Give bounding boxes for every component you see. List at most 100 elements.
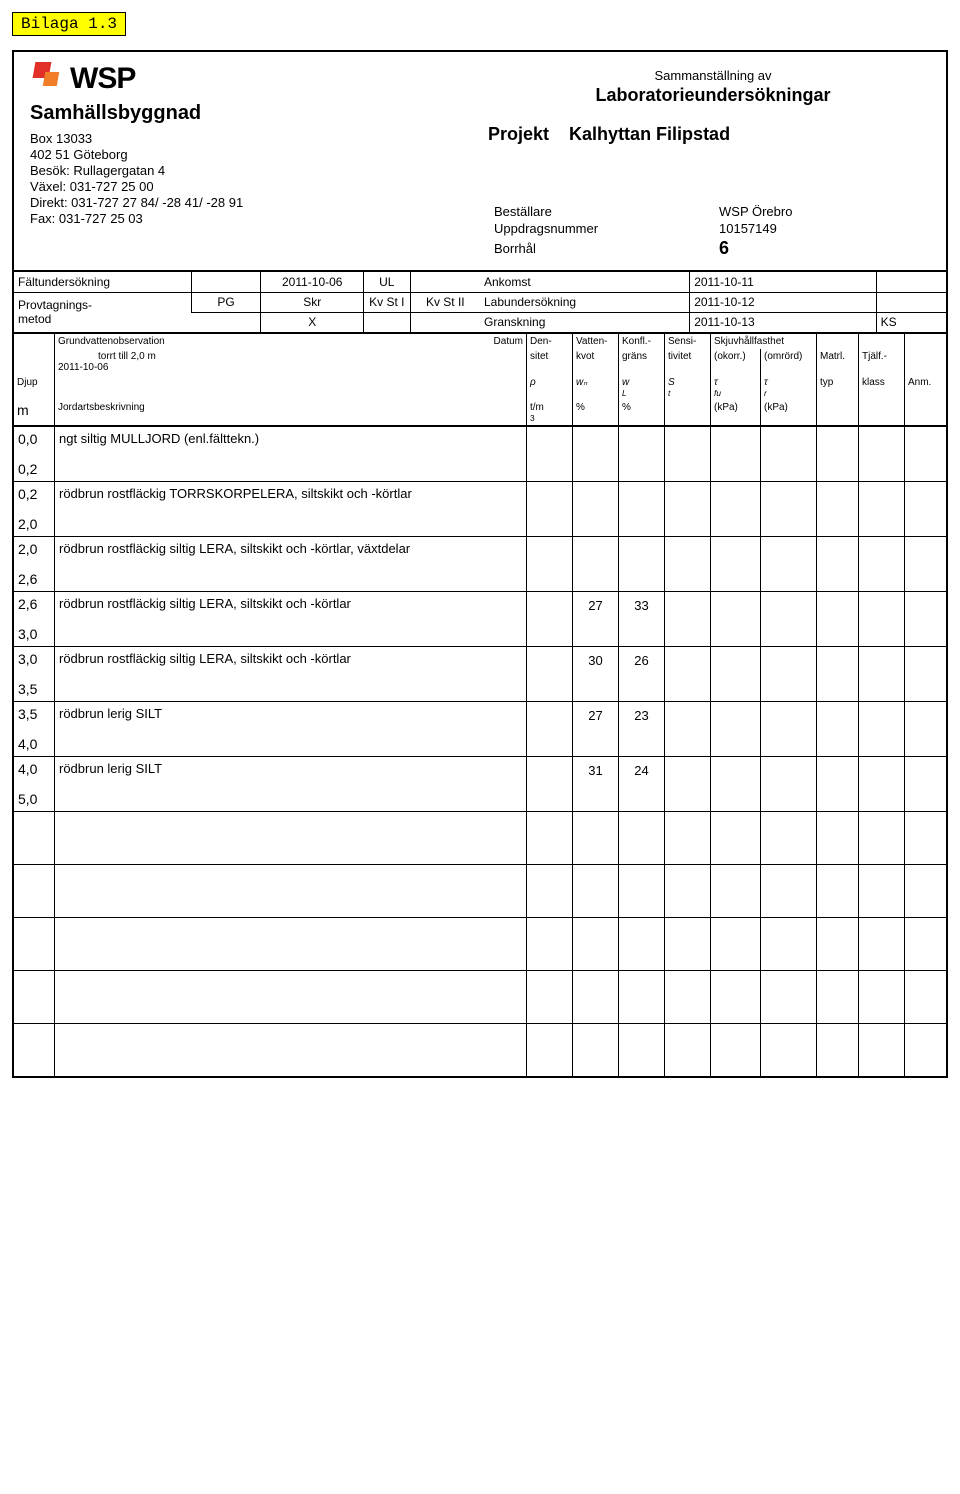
empty-cell [54, 971, 526, 1023]
falt-label: Fältundersökning [14, 272, 191, 292]
tjalf-h: Tjälf.- [858, 349, 904, 375]
kv2-header: Kv St II [410, 292, 480, 312]
falt-code: UL [363, 272, 410, 292]
table-row [14, 917, 946, 970]
empty-cell [526, 812, 572, 864]
gvo-label: Grundvattenobservation [58, 336, 165, 347]
taufu-cell [710, 647, 760, 701]
empty-cell [572, 918, 618, 970]
sens-h2: tivitet [664, 349, 710, 375]
datum-label: Datum [494, 336, 523, 347]
uppdrag-value: 10157149 [713, 220, 938, 237]
taur-cell [760, 427, 816, 481]
empty-cell [760, 971, 816, 1023]
sens-sym: St [664, 375, 710, 400]
vat-h2: kvot [572, 349, 618, 375]
address-box: Box 13033 [30, 131, 472, 146]
taufu-cell [710, 537, 760, 591]
table-row: 3,03,5rödbrun rostfläckig siltig LERA, s… [14, 646, 946, 701]
empty-cell [664, 1024, 710, 1076]
wl-cell [618, 537, 664, 591]
empty-cell [54, 865, 526, 917]
empty-cell [664, 971, 710, 1023]
taur-cell [760, 702, 816, 756]
skr-cell: X [261, 312, 364, 332]
st-cell [664, 482, 710, 536]
desc-cell: rödbrun rostfläckig TORRSKORPELERA, silt… [54, 482, 526, 536]
klass-cell [858, 702, 904, 756]
empty-cell [572, 812, 618, 864]
matrl-h: Matrl. [816, 349, 858, 375]
den-h2: sitet [526, 349, 572, 375]
colheader-block: Grundvattenobservation Datum Den- Vatten… [14, 332, 946, 425]
anm-h: Anm. [904, 375, 946, 400]
wl-cell: 26 [618, 647, 664, 701]
empty-cell [572, 865, 618, 917]
vat-unit: % [572, 400, 618, 425]
empty-cell [710, 812, 760, 864]
borrhal-value: 6 [713, 237, 938, 260]
taur-cell [760, 647, 816, 701]
anm-cell [904, 427, 946, 481]
empty-cell [710, 1024, 760, 1076]
klass-cell [858, 482, 904, 536]
taufu-cell [710, 482, 760, 536]
lab-label: Labundersökning [480, 292, 690, 312]
empty-cell [904, 971, 946, 1023]
empty-cell [14, 1024, 54, 1076]
typ-cell [816, 537, 858, 591]
wn-cell: 31 [572, 757, 618, 811]
den-cell [526, 647, 572, 701]
empty-cell [572, 1024, 618, 1076]
empty-cell [710, 865, 760, 917]
wl-cell [618, 482, 664, 536]
bestallare-value: WSP Örebro [713, 203, 938, 220]
empty-cell [904, 918, 946, 970]
project-label: Projekt [488, 124, 549, 144]
uppdrag-label: Uppdragsnummer [488, 220, 713, 237]
wl-cell: 33 [618, 592, 664, 646]
kv1-header: Kv St I [363, 292, 410, 312]
attachment-tag: Bilaga 1.3 [12, 12, 126, 36]
den-cell [526, 592, 572, 646]
pg-cell [191, 312, 261, 332]
empty-cell [816, 918, 858, 970]
kv-table: Beställare WSP Örebro Uppdragsnummer 101… [488, 203, 938, 260]
anm-cell [904, 757, 946, 811]
empty-cell [904, 812, 946, 864]
den-cell [526, 537, 572, 591]
kv2-cell [410, 312, 480, 332]
empty-cell [572, 971, 618, 1023]
den-unit: t/m3 [526, 400, 572, 425]
table-row [14, 970, 946, 1023]
taufu-cell [710, 757, 760, 811]
typ-cell [816, 757, 858, 811]
taufu-sym: τfu [710, 375, 760, 400]
taufu-cell [710, 702, 760, 756]
gvo-col1 [14, 334, 54, 349]
table-row: 0,00,2ngt siltig MULLJORD (enl.fälttekn.… [14, 427, 946, 481]
mid-block: Fältundersökning 2011-10-06 UL Provtagni… [14, 270, 946, 332]
empty-cell [526, 971, 572, 1023]
falt-date: 2011-10-06 [261, 272, 364, 292]
kpa2: (kPa) [760, 400, 816, 425]
logo-text: WSP [70, 62, 135, 96]
empty-cell [526, 865, 572, 917]
konf-sym: wL [618, 375, 664, 400]
table-row: 2,63,0rödbrun rostfläckig siltig LERA, s… [14, 591, 946, 646]
address-fax: Fax: 031-727 25 03 [30, 211, 472, 226]
den-cell [526, 482, 572, 536]
gransk-sign: KS [876, 312, 946, 332]
empty-cell [760, 812, 816, 864]
ankomst-label: Ankomst [480, 272, 690, 292]
desc-cell: rödbrun rostfläckig siltig LERA, siltski… [54, 647, 526, 701]
desc-cell: rödbrun rostfläckig siltig LERA, siltski… [54, 537, 526, 591]
pg-header: PG [191, 292, 261, 312]
wl-cell: 24 [618, 757, 664, 811]
depth-cell: 2,63,0 [14, 592, 54, 646]
empty-cell [618, 1024, 664, 1076]
lab-value: 2011-10-12 [690, 292, 876, 312]
address-direct: Direkt: 031-727 27 84/ -28 41/ -28 91 [30, 195, 472, 210]
wn-cell: 27 [572, 702, 618, 756]
st-cell [664, 427, 710, 481]
